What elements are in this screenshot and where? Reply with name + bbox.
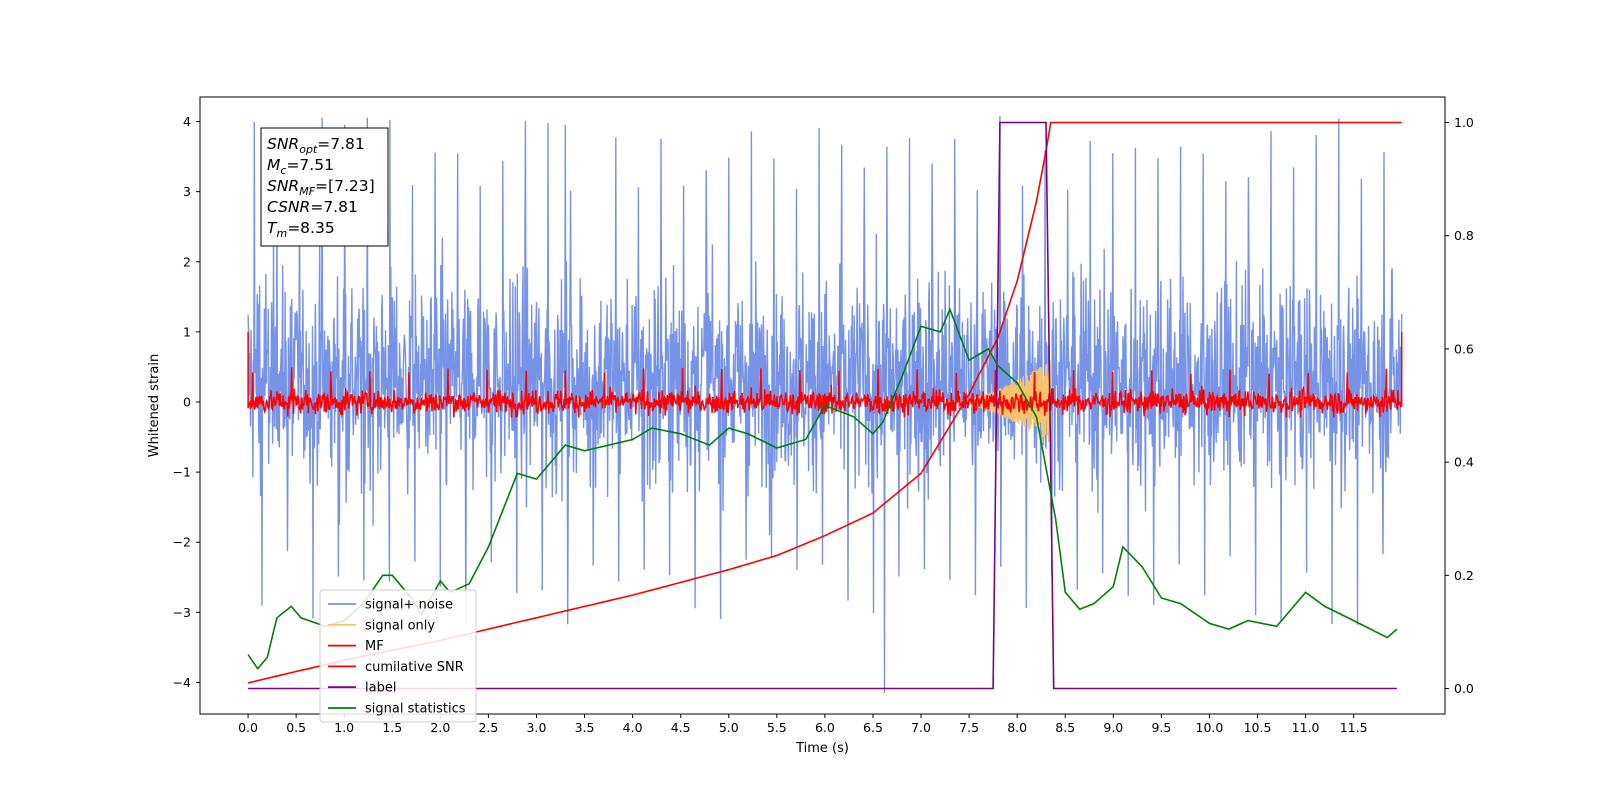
legend-entry: signal+ noise	[365, 598, 453, 613]
x-tick-label: 9.5	[1151, 720, 1171, 735]
y-tick-label: −1	[173, 465, 191, 480]
x-tick-label: 10.5	[1244, 720, 1272, 735]
axes-frame	[199, 96, 1446, 715]
y-axis-title: Whitened strain	[147, 354, 162, 457]
x-tick-label: 11.0	[1292, 720, 1320, 735]
y-tick-label: 2	[183, 254, 191, 269]
y-tick-label: 1	[183, 324, 191, 339]
axes: 0.0 0.5 1.0 1.5 2.0 2.5 3.0 3.5 4.0 4.5 5.0 5.5 6.0 6…	[173, 114, 1474, 735]
legend-entry: label	[365, 681, 396, 696]
legend-entry: MF	[365, 639, 384, 654]
x-tick-label: 1.0	[334, 720, 354, 735]
x-tick-label: 4.5	[671, 720, 691, 735]
stats-line: Mc=7.51	[267, 156, 334, 177]
x-tick-label: 2.0	[430, 720, 450, 735]
legend: signal+ noise signal only MF cumilative SNR…	[319, 589, 477, 723]
y-tick-label: 4	[183, 114, 191, 129]
x-tick-label: 5.5	[767, 720, 787, 735]
series-signal-noise	[247, 115, 1403, 694]
x-tick-label: 3.5	[575, 720, 595, 735]
stats-line: CSNR=7.81	[267, 198, 358, 216]
legend-entry: signal statistics	[365, 702, 466, 717]
y2-tick-label: 0.2	[1454, 568, 1474, 583]
y2-tick-label: 1.0	[1454, 115, 1474, 130]
legend-entry: cumilative SNR	[365, 660, 464, 675]
stats-box-frame	[260, 127, 389, 247]
x-tick-label: 6.0	[815, 720, 835, 735]
y2-tick-label: 0.4	[1454, 455, 1474, 470]
y-tick-label: −4	[173, 675, 191, 690]
x-tick-label: 8.0	[1007, 720, 1027, 735]
stats-line: Tm=8.35	[267, 219, 335, 240]
x-tick-label: 0.5	[286, 720, 306, 735]
x-tick-label: 5.0	[719, 720, 739, 735]
y-tick-label: 3	[183, 184, 191, 199]
y2-tick-label: 0.6	[1454, 341, 1474, 356]
x-tick-label: 6.5	[863, 720, 883, 735]
x-tick-label: 1.5	[382, 720, 402, 735]
x-tick-label: 7.5	[959, 720, 979, 735]
x-tick-label: 10.0	[1196, 720, 1224, 735]
y2-tick-label: 0.0	[1454, 681, 1474, 696]
x-tick-label: 9.0	[1103, 720, 1123, 735]
x-tick-label: 4.0	[623, 720, 643, 735]
x-axis-title: Time (s)	[795, 741, 849, 756]
series-label	[248, 121, 1397, 690]
plot-area	[247, 115, 1403, 694]
stats-line: SNRopt=7.81	[267, 135, 365, 156]
x-tick-label: 7.0	[911, 720, 931, 735]
legend-frame	[319, 589, 477, 723]
y-tick-label: 0	[183, 394, 191, 409]
series-cumulative-snr	[247, 121, 1402, 684]
x-tick-label: 2.5	[478, 720, 498, 735]
y2-tick-label: 0.8	[1454, 228, 1474, 243]
x-tick-label: 8.5	[1055, 720, 1075, 735]
stats-line: SNRMF=[7.23]	[267, 177, 375, 198]
series-signal-statistics	[247, 307, 1398, 671]
x-tick-label: 11.5	[1340, 720, 1368, 735]
x-tick-label: 0.0	[238, 720, 258, 735]
x-tick-label: 3.0	[527, 720, 547, 735]
series-mf	[247, 331, 1403, 418]
y-tick-label: −3	[173, 605, 191, 620]
y-tick-label: −2	[173, 535, 191, 550]
legend-entry: signal only	[365, 618, 435, 633]
